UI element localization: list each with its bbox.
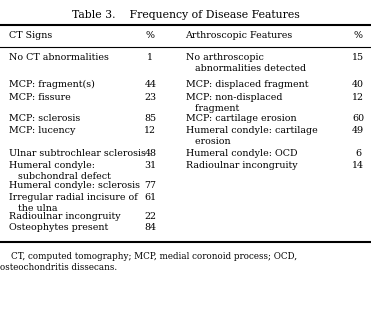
Text: %: % [354,31,362,41]
Text: MCP: non-displaced
   fragment: MCP: non-displaced fragment [186,93,282,114]
Text: CT, computed tomography; MCP, medial coronoid process; OCD,
osteochondritis diss: CT, computed tomography; MCP, medial cor… [0,252,297,272]
Text: 61: 61 [144,193,156,202]
Text: Humeral condyle: OCD: Humeral condyle: OCD [186,149,297,158]
Text: Humeral condyle: cartilage
   erosion: Humeral condyle: cartilage erosion [186,126,317,146]
Text: MCP: displaced fragment: MCP: displaced fragment [186,80,308,89]
Text: 14: 14 [352,161,364,170]
Text: Radioulnar incongruity: Radioulnar incongruity [186,161,297,170]
Text: Table 3.    Frequency of Disease Features: Table 3. Frequency of Disease Features [72,10,299,20]
Text: 77: 77 [144,181,156,190]
Text: 12: 12 [144,126,156,135]
Text: 23: 23 [144,93,156,102]
Text: Humeral condyle:
   subchondral defect: Humeral condyle: subchondral defect [9,161,111,182]
Text: 31: 31 [144,161,156,170]
Text: Radioulnar incongruity: Radioulnar incongruity [9,212,121,221]
Text: 60: 60 [352,114,364,123]
Text: 48: 48 [144,149,156,158]
Text: 44: 44 [144,80,156,89]
Text: %: % [146,31,155,41]
Text: 15: 15 [352,53,364,62]
Text: 85: 85 [144,114,156,123]
Text: 12: 12 [352,93,364,102]
Text: Humeral condyle: sclerosis: Humeral condyle: sclerosis [9,181,140,190]
Text: MCP: fissure: MCP: fissure [9,93,71,102]
Text: 1: 1 [147,53,153,62]
Text: Osteophytes present: Osteophytes present [9,223,109,232]
Text: MCP: sclerosis: MCP: sclerosis [9,114,81,123]
Text: 84: 84 [144,223,156,232]
Text: No arthroscopic
   abnormalities detected: No arthroscopic abnormalities detected [186,53,306,73]
Text: Arthroscopic Features: Arthroscopic Features [186,31,293,41]
Text: Irregular radial incisure of
   the ulna: Irregular radial incisure of the ulna [9,193,138,213]
Text: 40: 40 [352,80,364,89]
Text: 22: 22 [144,212,156,221]
Text: No CT abnormalities: No CT abnormalities [9,53,109,62]
Text: CT Signs: CT Signs [9,31,53,41]
Text: MCP: fragment(s): MCP: fragment(s) [9,80,95,89]
Text: Ulnar subtrochlear sclerosis: Ulnar subtrochlear sclerosis [9,149,146,158]
Text: 6: 6 [355,149,361,158]
Text: MCP: lucency: MCP: lucency [9,126,76,135]
Text: 49: 49 [352,126,364,135]
Text: MCP: cartilage erosion: MCP: cartilage erosion [186,114,296,123]
